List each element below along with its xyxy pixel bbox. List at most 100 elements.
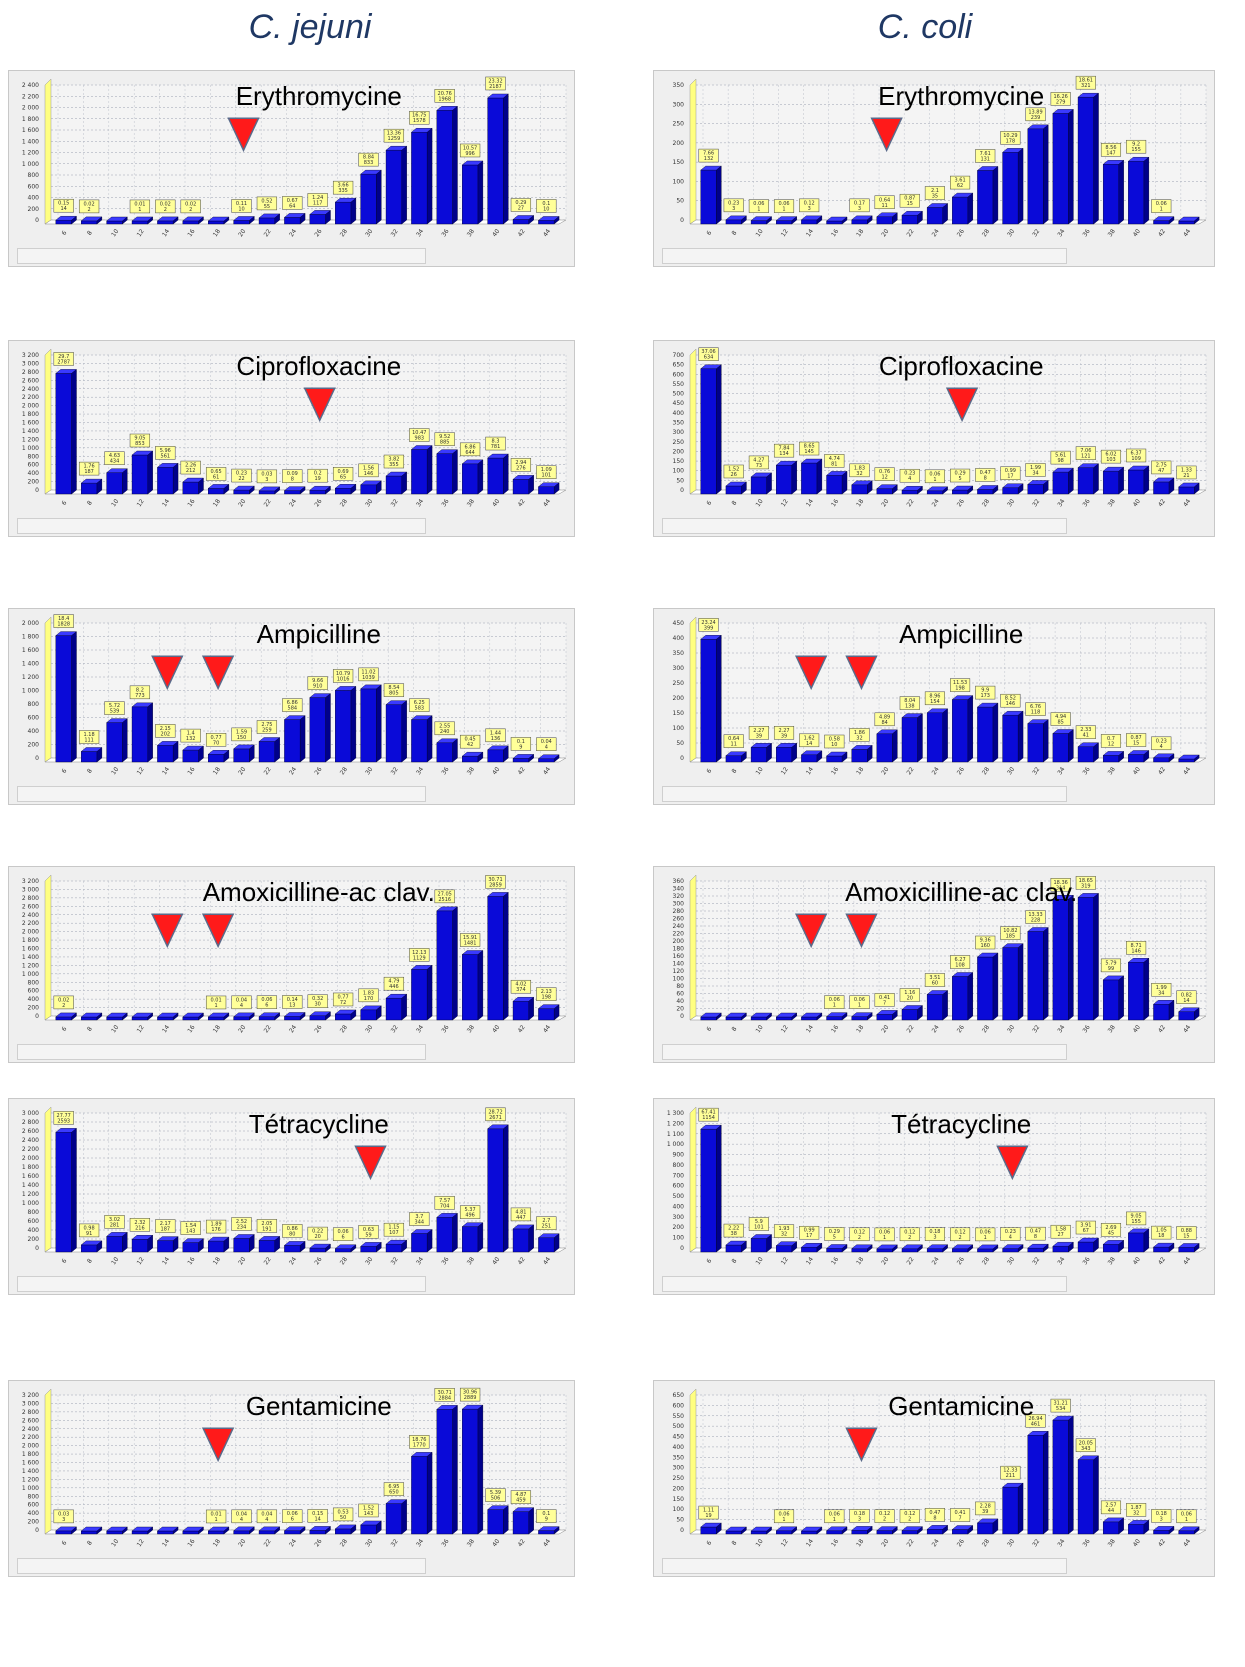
y-tick-label: 1 600 (22, 1460, 39, 1467)
y-tick-label: 600 (28, 988, 40, 995)
y-tick-label: 20 (676, 1006, 684, 1013)
data-label-box (1000, 1227, 1021, 1241)
bar (360, 1524, 377, 1535)
chart-scrollbar[interactable] (17, 1558, 426, 1574)
bar (55, 1016, 72, 1021)
data-label-pct: 0.45 (465, 737, 476, 743)
bar-side (401, 1239, 407, 1253)
x-tick-label: 36 (440, 766, 450, 776)
x-tick-label: 14 (161, 1538, 171, 1548)
data-label-pct: 7.57 (439, 1198, 450, 1204)
bar (1128, 469, 1145, 495)
bar-side (1194, 1526, 1200, 1535)
data-label-count: 154 (930, 699, 940, 705)
data-label-box (1100, 958, 1122, 973)
chart-scrollbar[interactable] (17, 518, 426, 534)
x-tick-label: 6 (705, 1025, 713, 1032)
x-tick-label: 28 (339, 766, 349, 776)
bar (55, 373, 72, 495)
x-tick-label: 34 (1056, 498, 1066, 508)
x-tick-label: 6 (61, 1025, 69, 1032)
chart-scrollbar[interactable] (17, 1044, 426, 1060)
data-label-pct: 1.83 (363, 990, 374, 996)
chart-scrollbar[interactable] (662, 248, 1067, 264)
data-label-box (1151, 983, 1172, 997)
x-tick-label: 34 (1056, 228, 1066, 238)
y-tick-label: 2 000 (22, 620, 39, 627)
bar-side (249, 216, 255, 225)
x-tick-label: 34 (415, 1024, 425, 1034)
x-tick-label: 10 (110, 228, 120, 238)
data-label-box (434, 889, 455, 904)
bar (1077, 1459, 1094, 1535)
x-tick-label: 14 (805, 228, 815, 238)
data-label-pct: 0.12 (904, 1511, 915, 1517)
bar (131, 220, 148, 225)
x-tick-label: 28 (981, 498, 991, 508)
data-label-count: 1 (215, 1517, 218, 1523)
bar-side (1068, 729, 1074, 763)
x-tick-label: 20 (237, 228, 247, 238)
bar-side (1068, 1241, 1074, 1253)
bar-side (791, 460, 797, 495)
chart-scrollbar[interactable] (17, 786, 426, 802)
bar (826, 755, 843, 763)
chart-svg: 0501001502002503003507.6613260.23380.061… (673, 75, 1207, 238)
bar (487, 1509, 504, 1535)
bar-side (942, 1244, 948, 1253)
x-tick-label: 26 (313, 1538, 323, 1548)
y-tick-label: 800 (28, 1209, 40, 1216)
chart-scrollbar[interactable] (662, 786, 1067, 802)
bar (952, 196, 969, 225)
y-tick-label: 200 (28, 206, 40, 213)
data-label-count: 72 (340, 1000, 346, 1006)
data-label-pct: 0.87 (904, 196, 915, 202)
data-label-box (256, 995, 278, 1009)
bar (436, 910, 453, 1021)
data-label-count: 4 (908, 476, 911, 482)
data-label-count: 279 (1056, 99, 1066, 105)
data-label-count: 39 (982, 1509, 988, 1515)
x-tick-label: 20 (880, 1538, 890, 1548)
data-label-count: 15 (1133, 741, 1139, 747)
breakpoint-marker (794, 655, 828, 691)
chart-scrollbar[interactable] (17, 248, 426, 264)
data-label-pct: 9.36 (980, 938, 991, 944)
data-label-pct: 2.7 (542, 1218, 550, 1224)
x-tick-label: 24 (931, 1024, 941, 1034)
bar-side (503, 891, 509, 1021)
x-tick-label: 14 (161, 228, 171, 238)
data-label-pct: 0.04 (261, 1511, 272, 1517)
data-label-count: 4 (545, 745, 548, 751)
data-label-count: 781 (491, 444, 501, 450)
bar-side (816, 750, 823, 763)
bar (284, 719, 301, 763)
chart-scrollbar[interactable] (17, 1276, 426, 1292)
chart-scrollbar[interactable] (662, 518, 1067, 534)
data-label-count: 234 (237, 1224, 247, 1230)
data-label-pct: 3.82 (388, 457, 399, 463)
bar-side (477, 950, 484, 1021)
x-tick-label: 8 (731, 767, 739, 774)
data-label-pct: 0.12 (879, 1511, 890, 1517)
data-label-pct: 0.11 (236, 201, 247, 207)
chart-scrollbar[interactable] (662, 1276, 1067, 1292)
bar-side (528, 474, 534, 495)
data-label-pct: 1.4 (187, 731, 195, 737)
y-tick-label: 550 (673, 1413, 685, 1420)
y-tick-label: 2 400 (22, 1426, 39, 1433)
data-label-pct: 30.71 (438, 1390, 452, 1396)
bar (360, 173, 377, 225)
bar-side (791, 742, 797, 763)
data-label-count: 170 (364, 996, 374, 1002)
data-label-box (1100, 734, 1122, 748)
bar-side (1168, 999, 1175, 1021)
data-label-box (1151, 199, 1172, 213)
x-tick-label: 34 (415, 1256, 425, 1266)
x-tick-label: 12 (780, 1256, 790, 1266)
chart-scrollbar[interactable] (662, 1044, 1067, 1060)
chart-scrollbar[interactable] (662, 1558, 1067, 1574)
x-tick-label: 18 (212, 228, 222, 238)
y-tick-label: 1 300 (667, 1110, 684, 1117)
data-label-count: 1578 (413, 118, 426, 124)
